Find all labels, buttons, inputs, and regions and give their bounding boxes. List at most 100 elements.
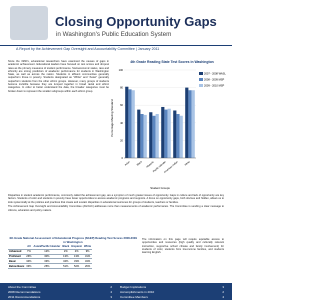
header-row: All Asian/Pacific Islander Black Hispanic Wh…	[8, 245, 93, 250]
x-tick-label: White	[184, 160, 191, 167]
bar	[128, 89, 132, 158]
cell: 33%	[32, 258, 62, 265]
bar	[188, 90, 192, 158]
body: Disparities in student academic performa…	[8, 194, 224, 213]
row-label: Proficient	[8, 254, 26, 260]
y-tick-label: 0	[122, 156, 124, 160]
cell: 34%	[83, 258, 93, 265]
page: Closing Opportunity Gaps in Washington's…	[0, 6, 232, 300]
rule	[0, 45, 232, 46]
subtitle: in Washington's Public Education System	[56, 31, 172, 38]
footer-page: 2	[110, 285, 112, 289]
cell: 9%	[83, 249, 93, 255]
cell: 34%	[25, 258, 33, 265]
cell: 2%	[70, 249, 84, 255]
chart-title: 4th Grade Reading State Test Scores in W…	[130, 60, 213, 64]
cell: 33%	[70, 258, 84, 265]
legend-label: 2007 - 2008 WASL	[204, 72, 226, 76]
row: Advanced 7% 12% 2% 2% 9%	[8, 249, 93, 255]
footer-page: 3	[222, 285, 224, 289]
footer-page: 4	[110, 290, 112, 294]
x-axis-label: Student Groups	[150, 186, 170, 190]
footer-item: 2011 Recommendations 3	[8, 295, 112, 299]
footer-label: About the Committee	[8, 285, 37, 289]
y-tick-label: 40	[120, 121, 123, 125]
row-label: Below Basic	[8, 263, 26, 269]
legend-label: 2009 - 2010 MSP	[204, 84, 224, 88]
column-header: Asian/Pacific Islander	[32, 245, 62, 250]
footer-page: 4	[222, 295, 224, 299]
column-header: Hispanic	[70, 245, 84, 250]
legend-label: 2008 - 2009 MSP	[204, 78, 224, 82]
cell: 30%	[32, 254, 62, 260]
footer-item: Budget Implications 3	[120, 285, 224, 289]
bar	[137, 109, 141, 158]
footer-item: Committee Members 4	[120, 295, 224, 299]
bar	[167, 108, 171, 158]
bar	[143, 114, 147, 158]
x-tick-label: Asian	[124, 160, 131, 167]
column-header: All	[25, 245, 33, 250]
corner	[8, 245, 26, 250]
y-axis-label: Percentage Meeting Standard	[110, 99, 114, 137]
legend-swatch	[199, 78, 203, 81]
x-tick-label: Hispanic	[146, 160, 156, 169]
bar	[179, 115, 183, 158]
bar	[173, 110, 177, 158]
title: Closing Opportunity Gaps	[55, 14, 217, 29]
table-title: 4th Grade National Assessment of Educati…	[9, 236, 137, 244]
footer-page: 2	[222, 290, 224, 294]
column-header: Black	[61, 245, 71, 250]
bar	[131, 90, 135, 158]
cell: 34%	[61, 258, 71, 265]
footer-label: 2008 Recommendations	[8, 290, 41, 294]
row-label: Advanced	[8, 249, 26, 255]
row: Basic 34% 33% 34% 33% 34%	[8, 258, 93, 265]
legend-swatch	[199, 84, 203, 87]
footer-item: 2008 Recommendations 4	[8, 290, 112, 294]
legend-swatch	[199, 72, 203, 75]
table: All Asian/Pacific Islander Black Hispanic Wh…	[8, 245, 93, 269]
bar	[155, 114, 159, 158]
footer: About the Committee 2 Budget Implications 3…	[0, 283, 232, 300]
footer-page: 3	[110, 295, 112, 299]
bar	[152, 115, 156, 158]
chart: 4th Grade Reading State Test Scores in W…	[110, 60, 226, 190]
bar	[149, 112, 153, 158]
cell: 51%	[61, 263, 71, 269]
footer-item: About the Committee 2	[8, 285, 112, 289]
paragraph: The Achievement Gap Oversight and Accoun…	[8, 205, 224, 212]
footer-label: Committee Members	[120, 295, 148, 299]
intro: Since the 1960's, educational researcher…	[8, 60, 109, 93]
footer-item: Accomplishments in 2010 2	[120, 290, 224, 294]
cell: 52%	[70, 263, 84, 269]
bar	[185, 87, 189, 158]
logo	[10, 6, 48, 40]
bar	[191, 90, 195, 158]
cell: 13%	[70, 254, 84, 260]
bar	[140, 114, 144, 158]
table-box: 4th Grade National Assessment of Educati…	[8, 236, 138, 269]
side-text: The information on this page will requir…	[142, 238, 224, 255]
paragraph: Disparities in student academic performa…	[8, 194, 224, 204]
column-header: White	[83, 245, 93, 250]
cell: 2%	[61, 249, 71, 255]
y-tick-label: 80	[120, 86, 123, 90]
bar	[125, 86, 129, 158]
bar	[164, 109, 168, 158]
bar	[176, 114, 180, 158]
cell: 26%	[25, 254, 33, 260]
cell: 13%	[61, 254, 71, 260]
y-tick-label: 60	[120, 103, 123, 107]
y-tick-label: 100	[119, 68, 124, 72]
cell: 12%	[32, 249, 62, 255]
cell: 31%	[83, 254, 93, 260]
footer-label: Accomplishments in 2010	[120, 290, 155, 294]
cell: 33%	[25, 263, 33, 269]
byline: A Report by the Achievement Gap Oversigh…	[16, 47, 160, 51]
x-tick-label: Black	[136, 160, 143, 167]
y-tick-label: 20	[120, 138, 123, 142]
cell: 7%	[25, 249, 33, 255]
cell: 25%	[32, 263, 62, 269]
row: Below Basic 33% 25% 51% 52% 26%	[8, 263, 93, 269]
